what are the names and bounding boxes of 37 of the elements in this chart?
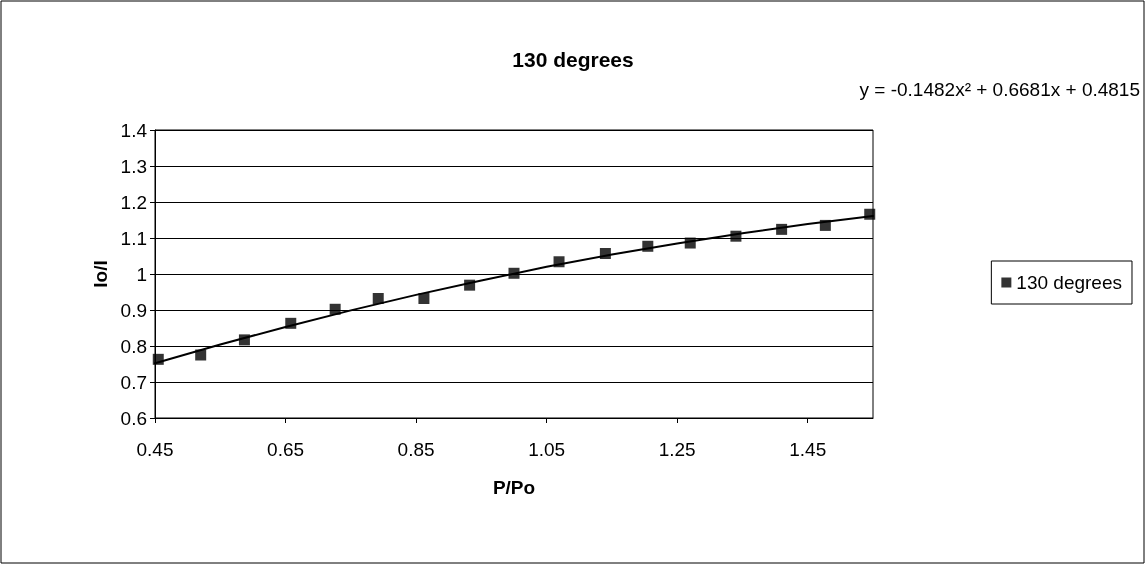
y-tick-label: 0.7 [120,371,147,393]
point [508,267,520,279]
x-tick-label: 1.45 [789,439,827,460]
point [553,256,565,268]
point [195,349,207,361]
chart-title: 130 degrees [512,48,634,71]
y-tick-label: 1.1 [120,227,147,249]
point [238,334,250,346]
y-tick-label: 1.3 [120,155,147,177]
x-tick-label: 1.05 [528,439,566,460]
text: y = -0.1482x² + 0.6681x + 0.4815 [859,79,1141,100]
y-tick-label: 1.2 [120,191,147,213]
point [819,219,831,231]
point [329,303,341,315]
point [684,237,696,249]
point [776,223,788,235]
point [152,353,164,365]
point [642,240,654,252]
point [599,247,611,259]
x-tick-label: 0.45 [136,439,174,460]
y-axis-title: Io/I [89,260,111,288]
point [418,292,430,304]
x-tick-label: 0.65 [267,439,305,460]
point [285,317,297,329]
x-axis-title: P/Po [492,477,536,498]
point [864,208,876,220]
y-tick-label: 0.9 [120,299,147,321]
y-tick-label: 0.8 [120,335,147,357]
legend-label: 130 degrees [1016,272,1123,293]
x-tick-label: 1.25 [658,439,696,460]
y-tick-label: 1.4 [120,119,148,141]
x-tick-label: 0.85 [397,439,435,460]
y-tick-label: 0.6 [120,407,147,429]
point [464,279,476,291]
point [730,230,742,242]
y-tick-label: 1 [136,263,147,285]
point [372,292,384,304]
